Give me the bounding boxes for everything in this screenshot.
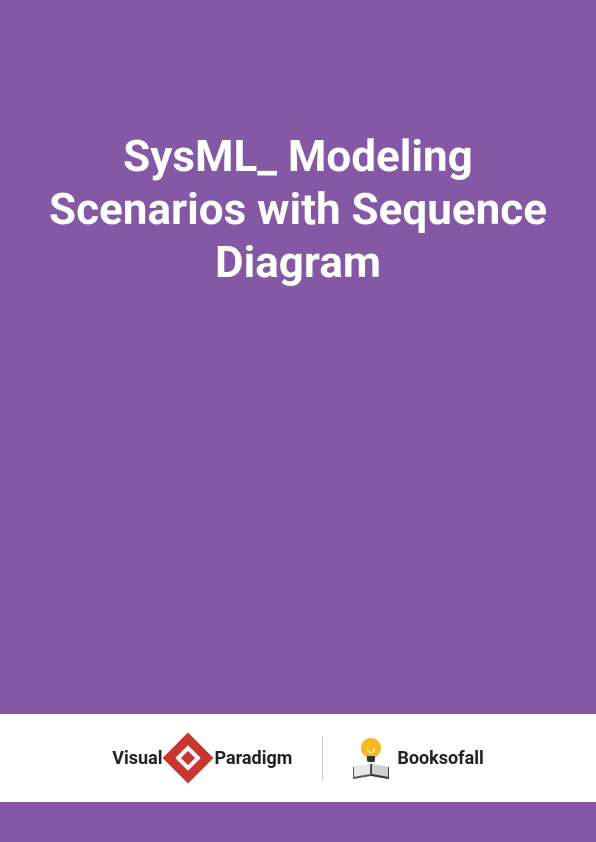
cover-title: SysML_ Modeling Scenarios with Sequence …: [40, 130, 556, 288]
diamond-icon: [170, 740, 206, 776]
cover-main: SysML_ Modeling Scenarios with Sequence …: [0, 0, 596, 714]
logo2-text: Booksofall: [397, 748, 483, 769]
footer-divider: [322, 736, 323, 780]
booksofall-logo: Booksofall: [353, 740, 483, 776]
logo1-text-right: Paradigm: [214, 748, 292, 769]
book-bulb-icon: [353, 740, 389, 776]
logo1-text-left: Visual: [112, 748, 162, 769]
footer-band: Visual Paradigm Booksofall: [0, 714, 596, 802]
visual-paradigm-logo: Visual Paradigm: [112, 740, 292, 776]
